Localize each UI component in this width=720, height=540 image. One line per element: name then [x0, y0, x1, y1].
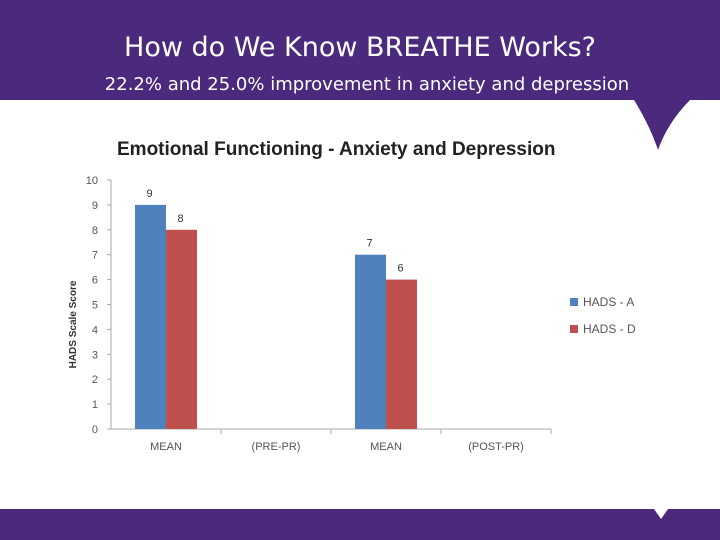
legend-item-hads-d: HADS - D: [570, 321, 636, 337]
y-tick-label: 6: [92, 275, 98, 287]
legend-label-hads-a: HADS - A: [583, 295, 635, 309]
data-label: 7: [366, 238, 372, 250]
bar-hads-d: [166, 229, 197, 429]
x-tick-label: (PRE-PR): [252, 441, 301, 453]
y-tick-label: 7: [92, 250, 98, 262]
bar-hads-a: [135, 204, 166, 429]
legend-label-hads-d: HADS - D: [583, 322, 636, 336]
y-tick-label: 5: [92, 300, 98, 312]
data-label: 9: [146, 188, 152, 200]
header-bar: [0, 0, 720, 100]
y-tick-label: 4: [92, 324, 98, 336]
chart-legend: HADS - A HADS - D: [570, 294, 636, 348]
y-tick-label: 2: [92, 374, 98, 386]
slide-title: How do We Know BREATHE Works?: [124, 32, 596, 63]
data-label: 8: [177, 213, 183, 225]
legend-swatch-hads-a: [570, 298, 578, 306]
y-tick-label: 0: [92, 424, 98, 436]
data-label: 6: [397, 263, 403, 275]
y-tick-label: 8: [92, 225, 98, 237]
y-tick-label: 9: [92, 200, 98, 212]
bar-hads-d: [386, 279, 417, 429]
y-tick-label: 1: [92, 399, 98, 411]
y-tick-label: 3: [92, 349, 98, 361]
y-tick-label: 10: [86, 175, 98, 187]
x-tick-label: MEAN: [370, 441, 402, 453]
legend-swatch-hads-d: [570, 325, 578, 333]
y-axis-label: HADS Scale Score: [68, 280, 79, 368]
legend-item-hads-a: HADS - A: [570, 294, 636, 310]
slide-subtitle: 22.2% and 25.0% improvement in anxiety a…: [104, 74, 630, 95]
bar-hads-a: [355, 254, 386, 429]
header-notch: [634, 100, 690, 150]
chart-title: Emotional Functioning - Anxiety and Depr…: [117, 139, 556, 160]
x-tick-label: (POST-PR): [468, 441, 524, 453]
footer-bar: [0, 509, 720, 540]
x-tick-label: MEAN: [150, 441, 182, 453]
